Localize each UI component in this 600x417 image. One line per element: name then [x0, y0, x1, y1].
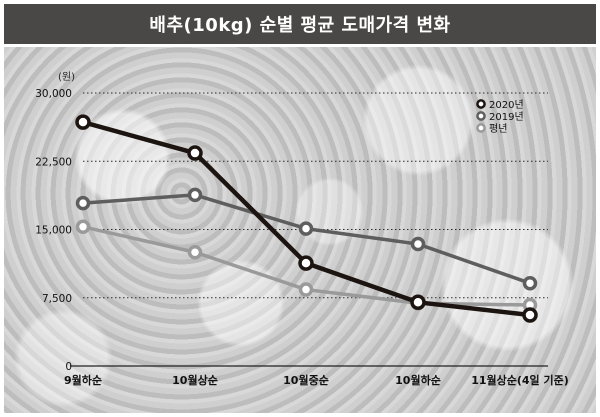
legend-marker [476, 99, 486, 109]
legend-marker [476, 123, 486, 133]
data-point [75, 195, 91, 211]
chart-title-bar: 배추(10kg) 순별 평균 도매가격 변화 [4, 4, 596, 44]
data-point [75, 114, 91, 130]
x-tick-label: 10월하순 [395, 373, 441, 387]
data-point [522, 307, 538, 323]
legend-label: 평년 [489, 123, 507, 135]
data-point [298, 221, 314, 236]
data-point [75, 219, 91, 235]
y-tick-label: 22,500 [35, 156, 72, 168]
legend-marker [476, 111, 486, 121]
data-point [410, 236, 426, 252]
y-tick-label: 0 [65, 361, 72, 373]
y-tick-label: 7,500 [42, 293, 72, 305]
legend-label: 2019년 [489, 111, 524, 123]
x-tick-label: 10월중순 [283, 373, 329, 387]
data-point [522, 275, 538, 291]
data-point [187, 245, 203, 260]
data-point [187, 145, 203, 161]
y-tick-label: 30,000 [35, 88, 72, 100]
y-tick-label: 15,000 [35, 225, 72, 237]
data-point [298, 255, 314, 271]
x-tick-label: 10월상순 [172, 373, 218, 387]
y-unit-label: (원) [58, 71, 75, 83]
series-lines [75, 114, 538, 323]
data-point [187, 187, 203, 203]
data-point [298, 282, 314, 297]
legend-label: 2020년 [489, 99, 524, 111]
x-tick-label: 11월상순(4일 기준) [471, 373, 569, 387]
x-tick-label: 9월하순 [64, 373, 102, 387]
data-point [410, 294, 426, 311]
chart-title: 배추(10kg) 순별 평균 도매가격 변화 [149, 15, 451, 36]
